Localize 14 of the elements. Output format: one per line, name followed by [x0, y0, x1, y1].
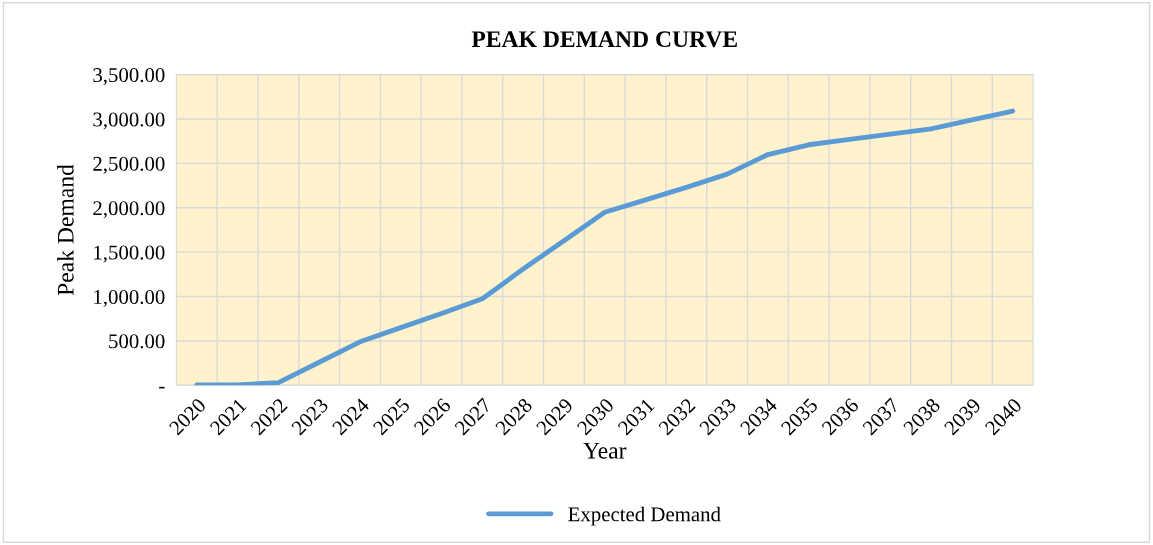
legend-label: Expected Demand — [568, 506, 721, 526]
y-tick-label: 3,000.00 — [93, 112, 165, 130]
x-tick-label: 2021 — [209, 397, 248, 436]
x-axis-title: Year — [583, 442, 627, 459]
y-tick-label: 3,500.00 — [93, 68, 165, 86]
y-axis-title: Peak Demand — [57, 164, 74, 296]
y-tick-label: 500.00 — [109, 334, 165, 349]
y-tick-label: 1,000.00 — [94, 289, 165, 307]
chart-title: PEAK DEMAND CURVE — [471, 31, 737, 48]
y-tick-label: 1,500.00 — [94, 245, 165, 263]
y-tick-label: - — [159, 386, 165, 389]
y-tick-label: 2,000.00 — [93, 201, 165, 219]
y-tick-label: 2,500.00 — [93, 156, 165, 174]
line-series — [194, 108, 1016, 386]
